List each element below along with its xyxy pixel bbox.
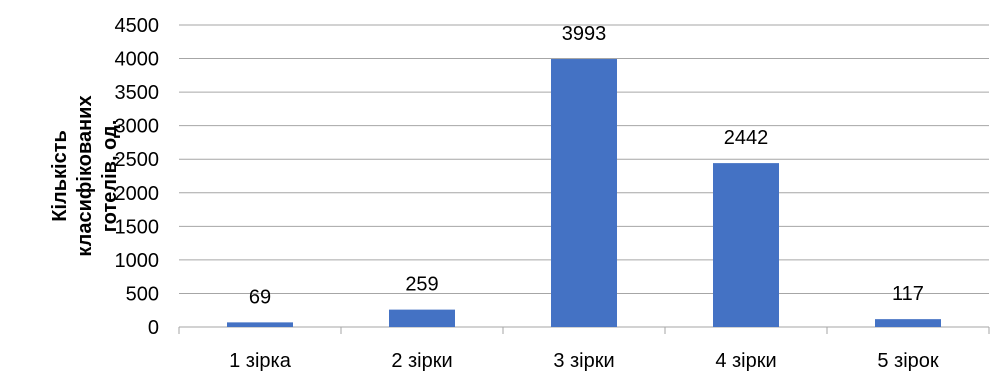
bar: [389, 309, 455, 327]
data-label: 259: [405, 274, 438, 296]
y-tick-label: 1500: [115, 216, 160, 238]
y-tick-label: 4000: [115, 49, 160, 71]
bar: [875, 319, 941, 327]
y-tick-label: 4500: [115, 15, 160, 37]
y-axis-title-line: класифікованих: [74, 95, 96, 256]
y-tick-label: 1000: [115, 250, 160, 272]
data-labels: 69 259 3993 2442 117: [249, 23, 924, 308]
bar: [713, 163, 779, 327]
data-label: 69: [249, 286, 271, 308]
y-axis-title-line: Кількість: [49, 130, 71, 222]
x-tick-label: 5 зірок: [877, 350, 939, 372]
x-axis-ticks: 1 зірка 2 зірки 3 зірки 4 зірки 5 зірок: [229, 350, 939, 372]
x-tick-label: 4 зірки: [715, 350, 776, 372]
data-label: 117: [892, 283, 924, 305]
y-axis-title-line: готелів, од.: [99, 120, 121, 233]
bar: [551, 59, 617, 328]
data-label: 3993: [562, 23, 607, 45]
y-tick-label: 3500: [115, 82, 160, 104]
y-tick-label: 2500: [115, 149, 160, 171]
bar: [227, 322, 293, 327]
y-axis-ticks: 0 500 1000 1500 2000 2500 3000 3500 4000 4500: [115, 15, 160, 339]
x-tick-label: 1 зірка: [229, 350, 292, 372]
x-tick-label: 3 зірки: [553, 350, 614, 372]
bars: [227, 59, 941, 328]
data-label: 2442: [724, 127, 769, 149]
y-axis-title: Кількість класифікованих готелів, од.: [49, 95, 121, 256]
y-tick-label: 3000: [115, 116, 160, 138]
x-tick-label: 2 зірки: [391, 350, 452, 372]
y-tick-label: 0: [148, 317, 159, 339]
y-tick-label: 2000: [115, 183, 160, 205]
y-tick-label: 500: [126, 283, 159, 305]
